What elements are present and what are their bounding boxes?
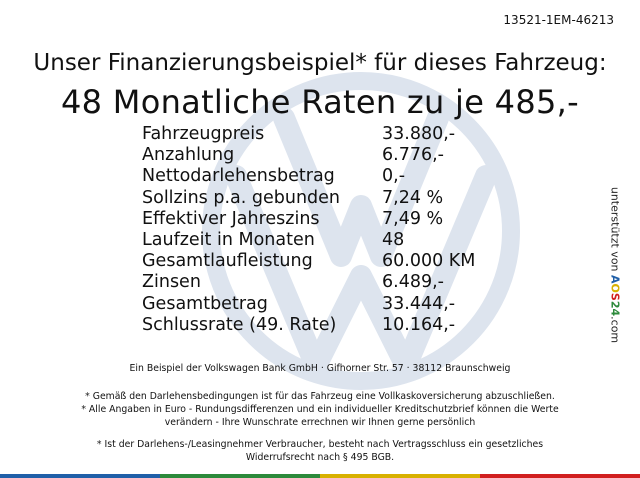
footnote: * Ist der Darlehens-/Leasingnehmer Verbr…: [96, 439, 544, 450]
row-label: Laufzeit in Monaten: [142, 229, 315, 250]
row-value: 0,-: [382, 166, 406, 187]
footnote: * Gemäß den Darlehensbedingungen ist für…: [85, 391, 555, 402]
bank-line: Ein Beispiel der Volkswagen Bank GmbH · …: [129, 363, 511, 374]
row-label: Schlussrate (49. Rate): [142, 314, 337, 335]
row-label: Anzahlung: [142, 145, 235, 166]
row-value: 10.164,-: [382, 314, 456, 335]
footnotes-block-legal: * Ist der Darlehens-/Leasingnehmer Verbr…: [0, 438, 640, 464]
row-value: 60.000 KM: [382, 251, 476, 272]
row-value: 33.444,-: [382, 293, 456, 314]
stripe-segment: [0, 474, 160, 478]
row-label: Sollzins p.a. gebunden: [142, 187, 341, 208]
row-value: 7,24 %: [382, 187, 444, 208]
vw-logo-watermark: [202, 72, 520, 390]
row-value: 6.489,-: [382, 272, 444, 293]
row-value: 6.776,-: [382, 145, 444, 166]
brand-letter-s: S: [608, 292, 622, 301]
color-stripe: [0, 474, 640, 478]
row-value: 7,49 %: [382, 208, 444, 229]
brand-letter-a: A: [608, 275, 622, 284]
row-label: Zinsen: [142, 272, 201, 293]
row-label: Fahrzeugpreis: [142, 124, 265, 144]
stripe-segment: [160, 474, 320, 478]
row-label: Gesamtlaufleistung: [142, 251, 313, 272]
supported-by-credit: unterstützt von AOS24.com: [604, 175, 626, 355]
brand-domain: .com: [608, 316, 622, 344]
row-value: 48: [382, 229, 405, 250]
headline: Unser Finanzierungsbeispiel* für dieses …: [33, 50, 607, 76]
reference-code: 13521-1EM-46213: [503, 13, 614, 27]
footnotes-block: * Gemäß den Darlehensbedingungen ist für…: [0, 390, 640, 429]
footnote: Widerrufsrecht nach § 495 BGB.: [245, 452, 395, 463]
monthly-rate-headline: 48 Monatliche Raten zu je 485,-: [61, 83, 579, 121]
row-label: Effektiver Jahreszins: [142, 208, 320, 229]
footnote: verändern - Ihre Wunschrate errechnen wi…: [164, 417, 476, 428]
stripe-segment: [480, 474, 640, 478]
footnote: * Alle Angaben in Euro - Rundungsdiffere…: [81, 404, 559, 415]
row-value: 33.880,-: [382, 124, 456, 144]
row-label: Nettodarlehensbetrag: [142, 166, 335, 187]
stripe-segment: [320, 474, 480, 478]
brand-letter-o: O: [608, 283, 622, 293]
row-label: Gesamtbetrag: [142, 293, 268, 314]
supported-by-label: unterstützt von: [608, 186, 622, 272]
brand-number-24: 24: [608, 300, 622, 317]
